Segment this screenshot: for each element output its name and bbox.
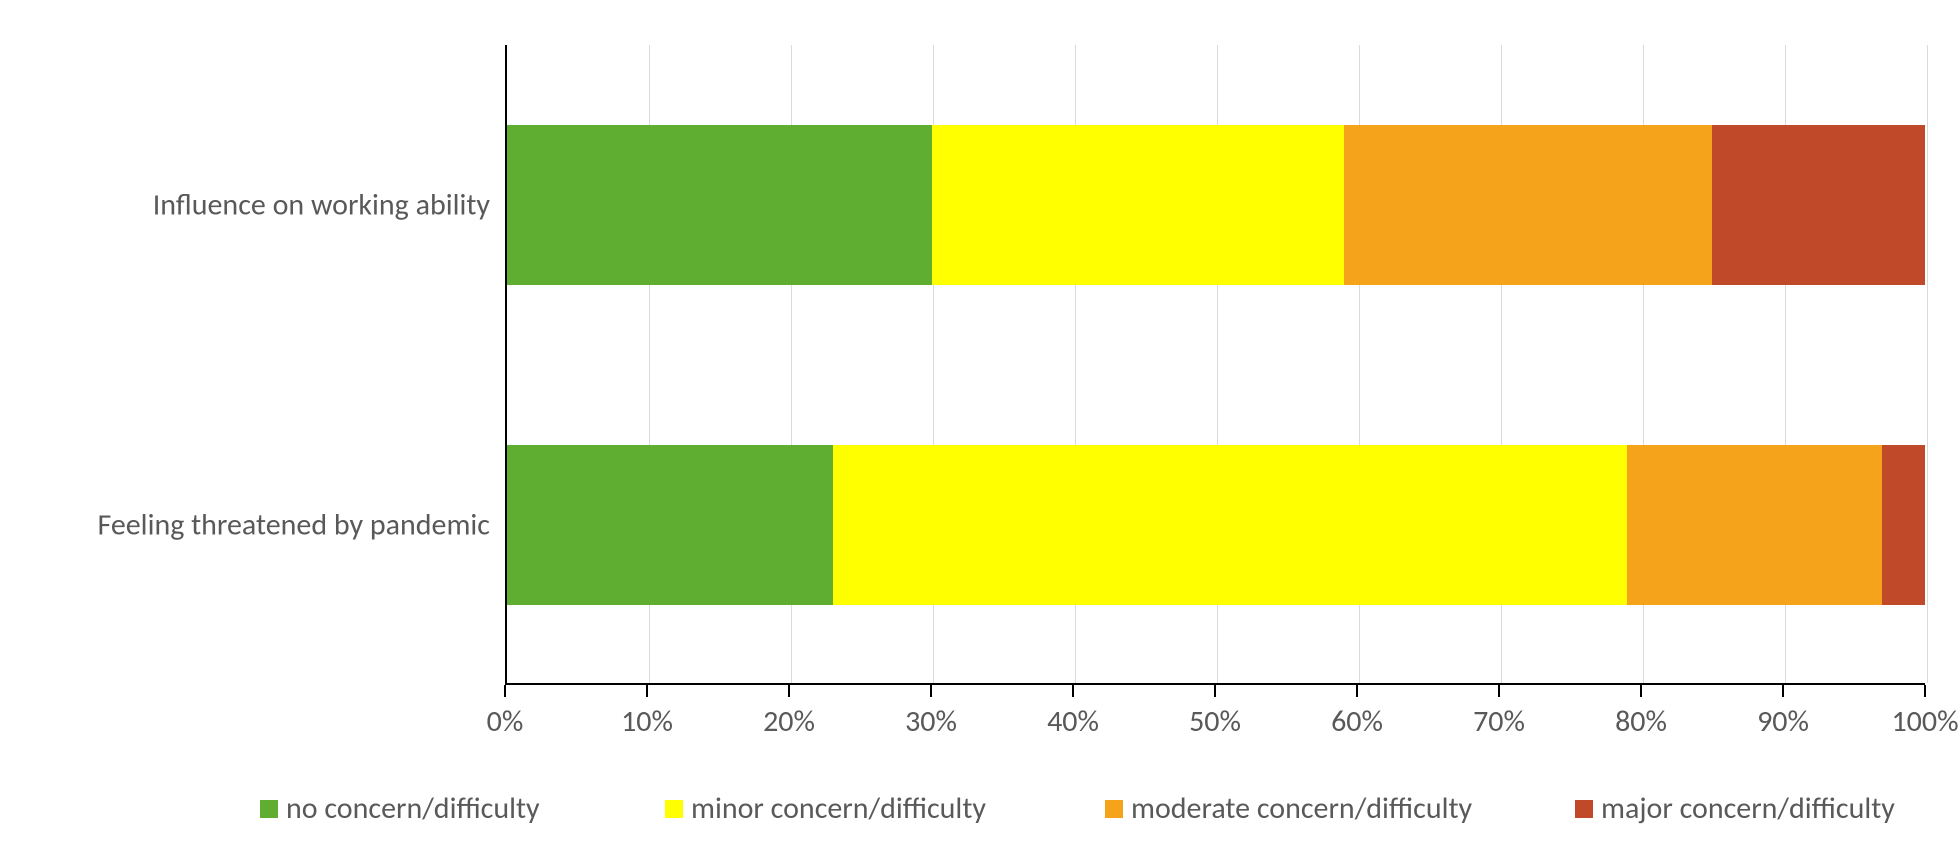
legend-swatch — [260, 800, 278, 818]
legend-label: moderate concern/difficulty — [1131, 790, 1472, 827]
legend-swatch — [1105, 800, 1123, 818]
bar-segment — [1627, 445, 1882, 605]
legend-label: minor concern/difficulty — [691, 790, 986, 827]
bar-segment — [833, 445, 1627, 605]
axis-tick — [1072, 685, 1074, 697]
legend-item: minor concern/difficulty — [665, 790, 986, 827]
axis-tick — [504, 685, 506, 697]
axis-tick-label: 0% — [487, 703, 524, 740]
plot-area — [505, 45, 1925, 685]
axis-tick — [1214, 685, 1216, 697]
axis-tick — [1924, 685, 1926, 697]
legend-swatch — [1575, 800, 1593, 818]
bar-row — [507, 445, 1925, 605]
legend-label: no concern/difficulty — [286, 790, 540, 827]
bar-segment — [1344, 125, 1713, 285]
axis-tick — [1640, 685, 1642, 697]
bar-segment — [1712, 125, 1925, 285]
gridline — [1927, 45, 1928, 683]
legend-item: no concern/difficulty — [260, 790, 540, 827]
axis-tick-label: 90% — [1757, 703, 1809, 740]
axis-tick-label: 20% — [763, 703, 815, 740]
axis-tick-label: 80% — [1615, 703, 1667, 740]
axis-tick — [1782, 685, 1784, 697]
axis-tick — [1356, 685, 1358, 697]
bar-row — [507, 125, 1925, 285]
axis-tick-label: 40% — [1047, 703, 1099, 740]
legend-swatch — [665, 800, 683, 818]
bar-segment — [507, 445, 833, 605]
axis-tick-label: 60% — [1331, 703, 1383, 740]
category-label: Influence on working ability — [153, 187, 490, 224]
axis-tick — [930, 685, 932, 697]
axis-tick — [1498, 685, 1500, 697]
axis-tick-label: 70% — [1473, 703, 1525, 740]
stacked-bar-chart: 0% 10% 20% 30% 40% 50% 60% 70% 80% 90% 100% Influe… — [0, 0, 1960, 860]
axis-tick-label: 100% — [1891, 703, 1958, 740]
axis-tick-label: 50% — [1189, 703, 1241, 740]
category-label: Feeling threatened by pandemic — [97, 507, 490, 544]
axis-tick — [646, 685, 648, 697]
axis-tick-label: 30% — [905, 703, 957, 740]
legend-item: major concern/difficulty — [1575, 790, 1895, 827]
bar-segment — [1882, 445, 1925, 605]
axis-tick-label: 10% — [621, 703, 673, 740]
legend-label: major concern/difficulty — [1601, 790, 1895, 827]
bar-segment — [932, 125, 1343, 285]
axis-tick — [788, 685, 790, 697]
bar-segment — [507, 125, 932, 285]
legend-item: moderate concern/difficulty — [1105, 790, 1472, 827]
